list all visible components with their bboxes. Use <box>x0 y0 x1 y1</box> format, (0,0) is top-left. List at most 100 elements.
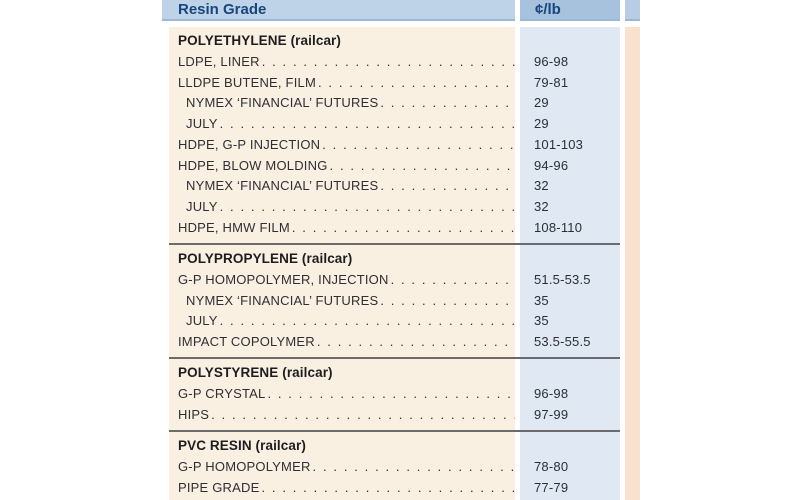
row-label: HDPE, HMW FILM <box>178 219 290 235</box>
row-label-zone: JULY <box>169 114 520 135</box>
section-title: POLYPROPYLENE (railcar) <box>178 251 353 266</box>
dot-leader <box>318 73 515 94</box>
dot-leader <box>322 135 515 156</box>
row-label-zone: JULY <box>169 197 520 218</box>
dot-leader <box>220 197 515 218</box>
section-header-row: POLYPROPYLENE (railcar) <box>169 249 620 270</box>
section-title: PVC RESIN (railcar) <box>178 438 306 453</box>
dot-leader <box>262 52 515 73</box>
table-row: JULY 35 <box>169 311 620 332</box>
row-label-zone: NYMEX ‘FINANCIAL’ FUTURES <box>169 176 520 197</box>
row-price: 32 <box>534 178 549 194</box>
row-label-zone: HIPS <box>169 405 520 426</box>
dot-leader <box>380 176 515 197</box>
row-label: PIPE GRADE <box>178 479 260 495</box>
section-title-zone: POLYSTYRENE (railcar) <box>169 363 520 384</box>
section-title: POLYSTYRENE (railcar) <box>178 365 333 381</box>
section-header-row: PVC RESIN (railcar) <box>169 436 620 457</box>
row-price: 94-96 <box>534 157 569 173</box>
row-label: HIPS <box>178 406 210 422</box>
table-section: POLYETHYLENE (railcar) LDPE, LINER 96-98 LL… <box>169 31 620 239</box>
row-price: 101-103 <box>534 136 584 152</box>
price-column-header: ¢/lb <box>520 0 620 21</box>
row-label-zone: G-P HOMOPOLYMER, INJECTION <box>169 270 520 291</box>
row-label: JULY <box>186 116 218 131</box>
table-row: PIPE GRADE 77-79 <box>169 478 620 499</box>
row-label: JULY <box>186 199 218 214</box>
row-price: 97-99 <box>534 406 569 422</box>
dot-leader <box>313 457 515 478</box>
row-label: LLDPE BUTENE, FILM <box>178 74 316 90</box>
row-price: 35 <box>534 292 549 308</box>
row-label: HDPE, G-P INJECTION <box>178 136 321 152</box>
row-label-zone: HDPE, BLOW MOLDING <box>169 156 520 177</box>
table-row: LDPE, LINER 96-98 <box>169 52 620 73</box>
price-column-background <box>520 27 620 500</box>
table-section: PVC RESIN (railcar) G-P HOMOPOLYMER 78-80 P… <box>169 436 620 498</box>
row-label-zone: LLDPE BUTENE, FILM <box>169 73 520 94</box>
row-label: G-P CRYSTAL <box>178 386 266 401</box>
section-divider <box>169 243 620 245</box>
table-row: HDPE, G-P INJECTION 101-103 <box>169 135 620 156</box>
section-title-zone: POLYETHYLENE (railcar) <box>169 31 520 52</box>
table-row: NYMEX ‘FINANCIAL’ FUTURES 29 <box>169 93 620 114</box>
dot-leader <box>211 405 515 426</box>
table-row: NYMEX ‘FINANCIAL’ FUTURES 35 <box>169 291 620 312</box>
dot-leader <box>220 311 515 332</box>
table-row: HIPS 97-99 <box>169 405 620 426</box>
table-body: POLYETHYLENE (railcar) LDPE, LINER 96-98 LL… <box>169 27 620 498</box>
table-row: IMPACT COPOLYMER 53.5-55.5 <box>169 332 620 353</box>
row-price: 79-81 <box>534 74 569 90</box>
row-label: IMPACT COPOLYMER <box>178 334 315 349</box>
row-label: LDPE, LINER <box>178 53 260 69</box>
dot-leader <box>380 93 515 114</box>
table-row: G-P HOMOPOLYMER, INJECTION 51.5-53.5 <box>169 270 620 291</box>
row-label-zone: G-P CRYSTAL <box>169 384 520 405</box>
row-label-zone: NYMEX ‘FINANCIAL’ FUTURES <box>169 291 520 312</box>
row-label-zone: LDPE, LINER <box>169 52 520 73</box>
row-label-zone: HDPE, G-P INJECTION <box>169 135 520 156</box>
table-row: NYMEX ‘FINANCIAL’ FUTURES 32 <box>169 176 620 197</box>
row-label: JULY <box>186 313 218 329</box>
dot-leader <box>292 218 515 239</box>
row-price: 53.5-55.5 <box>534 334 591 349</box>
section-divider <box>169 357 620 360</box>
next-column-header-sliver <box>625 0 640 21</box>
row-price: 108-110 <box>534 219 583 235</box>
table-row: JULY 32 <box>169 197 620 218</box>
dot-leader <box>391 270 515 291</box>
dot-leader <box>330 156 515 177</box>
table-row: HDPE, HMW FILM 108-110 <box>169 218 620 239</box>
table-section: POLYPROPYLENE (railcar) G-P HOMOPOLYMER, … <box>169 249 620 353</box>
dot-leader <box>380 291 515 312</box>
row-price: 29 <box>534 95 549 111</box>
row-label-zone: NYMEX ‘FINANCIAL’ FUTURES <box>169 93 520 114</box>
section-divider <box>169 430 620 432</box>
row-label: G-P HOMOPOLYMER <box>178 458 311 474</box>
table-row: G-P HOMOPOLYMER 78-80 <box>169 457 620 478</box>
section-title-zone: PVC RESIN (railcar) <box>169 436 520 457</box>
row-price: 96-98 <box>534 53 569 69</box>
next-column-background-sliver <box>625 27 640 500</box>
row-label: NYMEX ‘FINANCIAL’ FUTURES <box>186 178 379 194</box>
row-label-zone: JULY <box>169 311 520 332</box>
row-label: NYMEX ‘FINANCIAL’ FUTURES <box>186 292 379 308</box>
row-label: NYMEX ‘FINANCIAL’ FUTURES <box>186 95 379 111</box>
section-title: POLYETHYLENE (railcar) <box>178 33 342 48</box>
row-price: 29 <box>534 116 549 131</box>
section-title-zone: POLYPROPYLENE (railcar) <box>169 249 520 270</box>
dot-leader <box>267 384 515 405</box>
dot-leader <box>261 478 515 499</box>
grade-column-header: Resin Grade <box>162 0 515 21</box>
row-price: 35 <box>534 313 549 329</box>
table-row: JULY 29 <box>169 114 620 135</box>
table-header-row: Resin Grade ¢/lb <box>162 0 640 21</box>
row-label-zone: PIPE GRADE <box>169 478 520 499</box>
table-row: LLDPE BUTENE, FILM 79-81 <box>169 73 620 94</box>
section-header-row: POLYETHYLENE (railcar) <box>169 31 620 52</box>
row-price: 77-79 <box>534 479 569 495</box>
table-row: HDPE, BLOW MOLDING 94-96 <box>169 156 620 177</box>
section-header-row: POLYSTYRENE (railcar) <box>169 363 620 384</box>
table-section: POLYSTYRENE (railcar) G-P CRYSTAL 96-98 HIP… <box>169 363 620 425</box>
